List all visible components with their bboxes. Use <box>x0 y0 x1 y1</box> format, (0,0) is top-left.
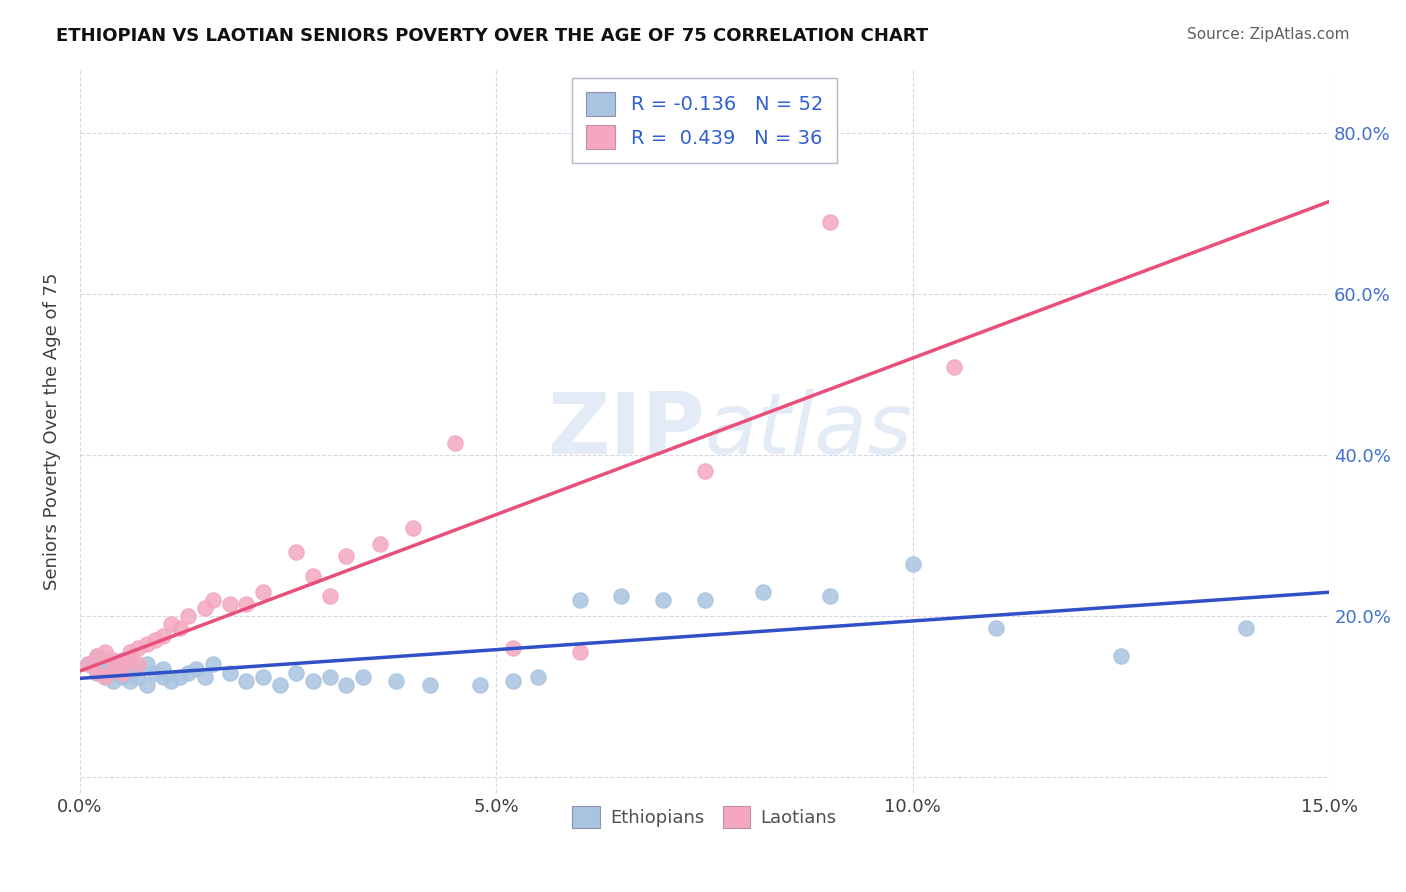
Point <box>127 641 149 656</box>
Point <box>94 669 117 683</box>
Point <box>235 673 257 688</box>
Point <box>186 661 208 675</box>
Point <box>86 649 108 664</box>
Point <box>218 665 240 680</box>
Point <box>103 673 125 688</box>
Point <box>693 464 716 478</box>
Point <box>94 669 117 683</box>
Point <box>235 597 257 611</box>
Point <box>335 549 357 563</box>
Point <box>86 665 108 680</box>
Point <box>86 649 108 664</box>
Legend: Ethiopians, Laotians: Ethiopians, Laotians <box>565 798 844 835</box>
Point <box>177 665 200 680</box>
Point <box>402 520 425 534</box>
Point <box>127 661 149 675</box>
Point <box>127 657 149 672</box>
Point <box>319 589 342 603</box>
Point <box>651 593 673 607</box>
Point <box>610 589 633 603</box>
Point <box>169 621 191 635</box>
Point <box>177 609 200 624</box>
Point <box>169 669 191 683</box>
Point <box>468 678 491 692</box>
Point <box>352 669 374 683</box>
Point <box>443 436 465 450</box>
Point <box>118 645 141 659</box>
Point <box>110 653 132 667</box>
Point <box>160 673 183 688</box>
Point <box>110 661 132 675</box>
Point <box>1234 621 1257 635</box>
Point <box>160 617 183 632</box>
Point <box>103 653 125 667</box>
Point <box>94 653 117 667</box>
Point <box>103 657 125 672</box>
Point <box>94 645 117 659</box>
Point <box>152 629 174 643</box>
Point <box>502 641 524 656</box>
Point <box>143 665 166 680</box>
Point <box>202 593 225 607</box>
Point <box>77 657 100 672</box>
Point <box>135 637 157 651</box>
Text: ZIP: ZIP <box>547 390 704 473</box>
Point <box>527 669 550 683</box>
Point <box>152 661 174 675</box>
Point <box>818 589 841 603</box>
Point <box>901 557 924 571</box>
Text: ETHIOPIAN VS LAOTIAN SENIORS POVERTY OVER THE AGE OF 75 CORRELATION CHART: ETHIOPIAN VS LAOTIAN SENIORS POVERTY OVE… <box>56 27 928 45</box>
Point <box>252 585 274 599</box>
Point <box>118 665 141 680</box>
Point <box>335 678 357 692</box>
Point <box>943 359 966 374</box>
Point <box>752 585 775 599</box>
Point <box>110 669 132 683</box>
Point <box>110 657 132 672</box>
Point <box>693 593 716 607</box>
Point <box>302 673 325 688</box>
Point <box>385 673 408 688</box>
Point <box>568 645 591 659</box>
Point <box>502 673 524 688</box>
Point <box>202 657 225 672</box>
Point <box>143 633 166 648</box>
Point <box>135 678 157 692</box>
Point <box>86 665 108 680</box>
Point <box>118 673 141 688</box>
Point <box>984 621 1007 635</box>
Point <box>302 569 325 583</box>
Point <box>818 214 841 228</box>
Point <box>135 657 157 672</box>
Point <box>103 665 125 680</box>
Point <box>110 665 132 680</box>
Point <box>368 537 391 551</box>
Point <box>252 669 274 683</box>
Point <box>568 593 591 607</box>
Point <box>419 678 441 692</box>
Point <box>194 669 217 683</box>
Point <box>218 597 240 611</box>
Point <box>103 661 125 675</box>
Point <box>269 678 291 692</box>
Point <box>152 669 174 683</box>
Point <box>77 657 100 672</box>
Point <box>118 653 141 667</box>
Point <box>285 545 308 559</box>
Point <box>285 665 308 680</box>
Point <box>94 661 117 675</box>
Text: Source: ZipAtlas.com: Source: ZipAtlas.com <box>1187 27 1350 42</box>
Y-axis label: Seniors Poverty Over the Age of 75: Seniors Poverty Over the Age of 75 <box>44 272 60 590</box>
Point <box>127 669 149 683</box>
Point <box>1109 649 1132 664</box>
Point <box>319 669 342 683</box>
Text: atlas: atlas <box>704 390 912 473</box>
Point <box>194 601 217 615</box>
Point <box>118 657 141 672</box>
